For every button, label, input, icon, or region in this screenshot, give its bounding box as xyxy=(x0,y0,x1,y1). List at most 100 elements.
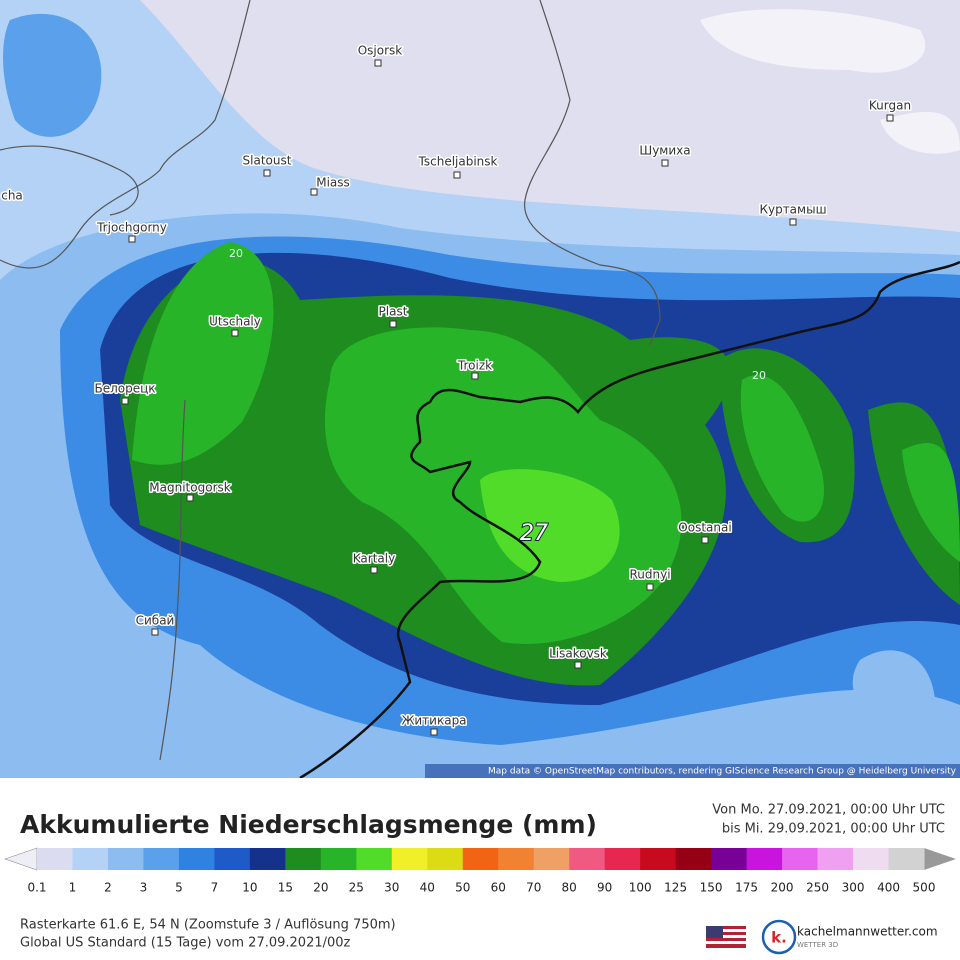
precip-area xyxy=(480,469,620,582)
scale-box xyxy=(782,848,819,870)
city-label: Osjorsk xyxy=(358,44,403,58)
precip-area xyxy=(3,13,102,137)
scale-box xyxy=(533,848,570,870)
scale-label: 200 xyxy=(771,881,794,895)
scale-label: 0.1 xyxy=(27,881,46,895)
scale-box xyxy=(391,848,428,870)
scale-label: 125 xyxy=(664,881,687,895)
scale-box xyxy=(214,848,251,870)
city-dot xyxy=(701,536,709,544)
city-label: Slatoust xyxy=(243,154,292,168)
city-label: Kurgan xyxy=(869,99,911,113)
scale-box xyxy=(143,848,180,870)
precip-area xyxy=(132,242,960,644)
city-label: Troizk xyxy=(457,359,492,373)
city-dot xyxy=(151,628,159,636)
city-label: Белорецк xyxy=(94,382,155,396)
logo-ring xyxy=(761,919,797,955)
city-label: Oostanai xyxy=(678,521,731,535)
city-dot xyxy=(646,583,654,591)
city-label: Magnitogorsk xyxy=(149,481,230,495)
region-borders xyxy=(0,0,661,761)
scale-label: 7 xyxy=(211,881,219,895)
scale-label: 3 xyxy=(140,881,148,895)
scale-label: 175 xyxy=(735,881,758,895)
city-dot xyxy=(471,372,479,380)
dry-area xyxy=(700,9,960,154)
scale-box xyxy=(853,848,890,870)
city-dot xyxy=(310,188,318,196)
contour-label: 27 xyxy=(520,521,548,546)
scale-box xyxy=(640,848,677,870)
scale-label: 60 xyxy=(491,881,506,895)
scale-box xyxy=(569,848,606,870)
scale-label: 1 xyxy=(69,881,77,895)
scale-label: 70 xyxy=(526,881,541,895)
city-label: Шумиха xyxy=(639,144,690,158)
scale-box xyxy=(711,848,748,870)
scale-box xyxy=(356,848,393,870)
city-dot xyxy=(263,169,271,177)
city-dot xyxy=(121,397,129,405)
scale-box xyxy=(107,848,144,870)
footer-line: Rasterkarte 61.6 E, 54 N (Zoomstufe 3 / … xyxy=(20,918,396,933)
scale-label: 250 xyxy=(806,881,829,895)
scale-box xyxy=(746,848,783,870)
scale-label: 80 xyxy=(562,881,577,895)
scale-box xyxy=(249,848,286,870)
contour-label: 20 xyxy=(229,247,243,260)
logo: k. xyxy=(771,929,787,947)
city-label: Житикара xyxy=(401,714,466,728)
city-dot xyxy=(574,661,582,669)
city-dot xyxy=(789,218,797,226)
scale-box xyxy=(427,848,464,870)
period-end: bis Mi. 29.09.2021, 00:00 Uhr UTC xyxy=(722,822,945,837)
scale-box xyxy=(604,848,641,870)
scale-label: 40 xyxy=(420,881,435,895)
brand-sub: WETTER 3D xyxy=(797,941,838,949)
scale-box xyxy=(37,848,73,870)
scale-box xyxy=(462,848,499,870)
scale-label: 300 xyxy=(842,881,865,895)
scale-label: 30 xyxy=(384,881,399,895)
city-label: Trjochgorny xyxy=(96,221,167,235)
city-dot xyxy=(453,171,461,179)
scale-label: 90 xyxy=(597,881,612,895)
city-dot xyxy=(886,114,894,122)
scale-label: 100 xyxy=(629,881,652,895)
country-border xyxy=(299,260,960,780)
scale-label: 150 xyxy=(700,881,723,895)
precip-area xyxy=(852,650,935,735)
city-label: Kartaly xyxy=(353,552,395,566)
city-label: Plast xyxy=(379,305,408,319)
period-start: Von Mo. 27.09.2021, 00:00 Uhr UTC xyxy=(712,803,945,818)
city-dot xyxy=(231,329,239,337)
scale-label: 20 xyxy=(313,881,328,895)
scale-arrow-high xyxy=(924,848,956,870)
city-label: Rudnyi xyxy=(629,568,670,582)
footer-line: Global US Standard (15 Tage) vom 27.09.2… xyxy=(20,936,351,951)
scale-label: 10 xyxy=(242,881,257,895)
city-dot xyxy=(374,59,382,67)
scale-box xyxy=(675,848,712,870)
scale-box xyxy=(320,848,357,870)
legend-title: Akkumulierte Niederschlagsmenge (mm) xyxy=(20,810,597,839)
city-label: Tscheljabinsk xyxy=(418,155,498,169)
city-dot xyxy=(128,235,136,243)
attribution-backdrop xyxy=(425,764,960,778)
scale-label: 400 xyxy=(877,881,900,895)
brand: kachelmannwetter.com xyxy=(797,925,938,939)
scale-box xyxy=(285,848,322,870)
scale-label: 2 xyxy=(104,881,112,895)
city-dot xyxy=(430,728,438,736)
scale-label: 15 xyxy=(278,881,293,895)
scale-box xyxy=(178,848,215,870)
city-label: Miass xyxy=(316,176,350,190)
city-dot xyxy=(389,320,397,328)
scale-label: 25 xyxy=(349,881,364,895)
scale-box xyxy=(817,848,854,870)
city-label: Сибай xyxy=(136,614,175,628)
city-label: Lisakovsk xyxy=(549,647,607,661)
scale-label: 5 xyxy=(175,881,183,895)
